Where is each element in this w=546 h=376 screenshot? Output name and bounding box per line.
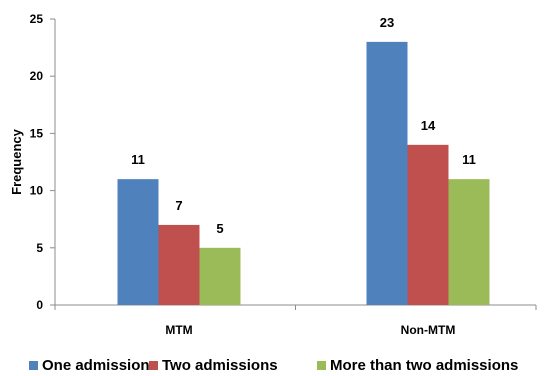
legend-label: One admission (42, 357, 150, 374)
y-axis-title: Frequency (9, 128, 24, 195)
legend-item: Two admissions (149, 357, 278, 374)
legend-label: Two admissions (162, 357, 278, 374)
bar-two-admissions-mtm (159, 225, 200, 305)
y-tick-label: 5 (36, 241, 43, 255)
legend-item: More than two admissions (317, 357, 518, 374)
data-label: 23 (380, 15, 394, 30)
bar-series (118, 42, 490, 305)
y-tick-label: 20 (30, 69, 44, 83)
data-label: 7 (175, 198, 182, 213)
x-tick-label: Non-MTM (401, 323, 456, 337)
bar-more-than-two-admissions-non-mtm (449, 179, 490, 305)
y-tick-label: 0 (36, 298, 43, 312)
bar-two-admissions-non-mtm (408, 145, 449, 305)
legend: One admission Two admissions More than two… (29, 357, 518, 374)
x-axis: MTM Non-MTM (55, 305, 536, 337)
y-tick-label: 25 (30, 12, 44, 26)
legend-swatch (29, 361, 38, 370)
data-label: 14 (421, 118, 436, 133)
bar-one-admission-non-mtm (367, 42, 408, 305)
data-label: 5 (216, 221, 223, 236)
x-tick-label: MTM (165, 323, 192, 337)
legend-item: One admission (29, 357, 150, 374)
legend-swatch (149, 361, 158, 370)
legend-label: More than two admissions (330, 357, 518, 374)
bar-more-than-two-admissions-mtm (200, 248, 241, 305)
y-axis: 0 5 10 15 20 25 (30, 12, 55, 312)
data-label: 11 (131, 152, 145, 167)
bar-one-admission-mtm (118, 179, 159, 305)
legend-swatch (317, 361, 326, 370)
y-tick-label: 10 (30, 184, 44, 198)
y-tick-label: 15 (30, 126, 44, 140)
data-label: 11 (462, 152, 476, 167)
